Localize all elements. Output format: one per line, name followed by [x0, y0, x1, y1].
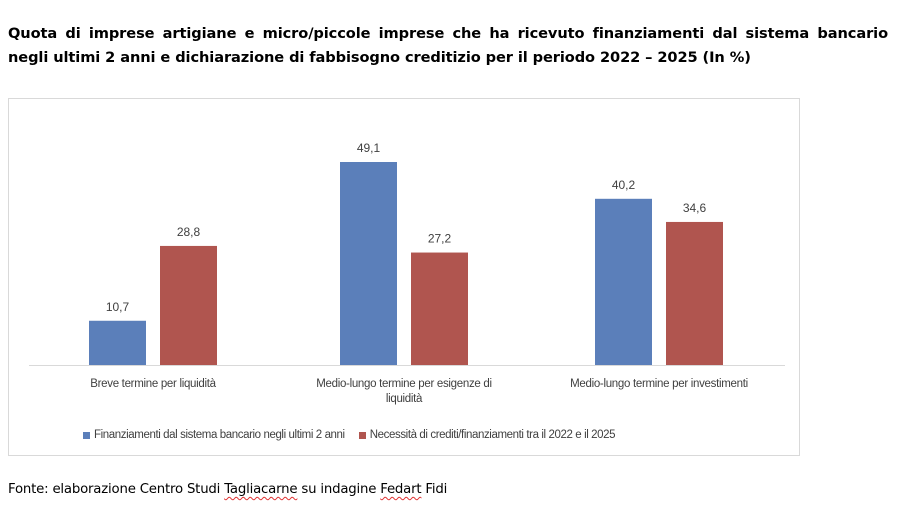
legend: Finanziamenti dal sistema bancario negli…: [83, 428, 629, 442]
category-label-1: Medio-lungo termine per esigenze di: [316, 378, 492, 390]
source-note: Fonte: elaborazione Centro Studi Tagliac…: [8, 482, 447, 497]
bar-chart: 10,7 49,1 40,2 28,8 27,2 34,6 Breve termine pe…: [29, 141, 785, 405]
legend-item-finanziamenti: Finanziamenti dal sistema bancario negli…: [83, 429, 345, 441]
category-label-1-line1: liquidità: [386, 393, 423, 405]
legend-swatch-necessita: [358, 431, 366, 439]
source-word-tagliacarne: Tagliacarne: [224, 482, 298, 497]
legend-swatch-finanziamenti: [83, 431, 90, 439]
source-prefix: Fonte: elaborazione Centro Studi: [8, 482, 225, 497]
bar-finanziamenti-2: [595, 198, 652, 365]
data-label-necessita-2: 34,6: [683, 201, 707, 215]
data-label-necessita-0: 28,8: [177, 225, 201, 239]
legend-label-necessita: Necessità di crediti/finanziamenti tra i…: [369, 429, 616, 441]
bar-necessita-1: [411, 252, 468, 365]
bar-finanziamenti-0: [89, 320, 146, 365]
bar-necessita-2: [666, 221, 723, 365]
data-label-finanziamenti-2: 40,2: [612, 178, 636, 192]
source-middle: su indagine: [297, 482, 381, 497]
legend-item-necessita: Necessità di crediti/finanziamenti tra i…: [358, 429, 616, 441]
source-word-fedart: Fedart: [380, 482, 422, 497]
chart-area: 10,7 49,1 40,2 28,8 27,2 34,6 Breve termine pe…: [8, 98, 800, 456]
bar-finanziamenti-1: [340, 162, 397, 365]
category-label-2: Medio-lungo termine per investimenti: [570, 378, 748, 390]
data-label-finanziamenti-1: 49,1: [357, 141, 381, 155]
source-suffix: Fidi: [421, 482, 448, 497]
data-label-necessita-1: 27,2: [428, 232, 452, 246]
category-label-0: Breve termine per liquidità: [90, 378, 216, 390]
bar-necessita-0: [160, 245, 217, 365]
legend-label-finanziamenti: Finanziamenti dal sistema bancario negli…: [94, 429, 345, 441]
chart-title: Quota di imprese artigiane e micro/picco…: [8, 25, 888, 66]
data-label-finanziamenti-0: 10,7: [106, 300, 130, 314]
